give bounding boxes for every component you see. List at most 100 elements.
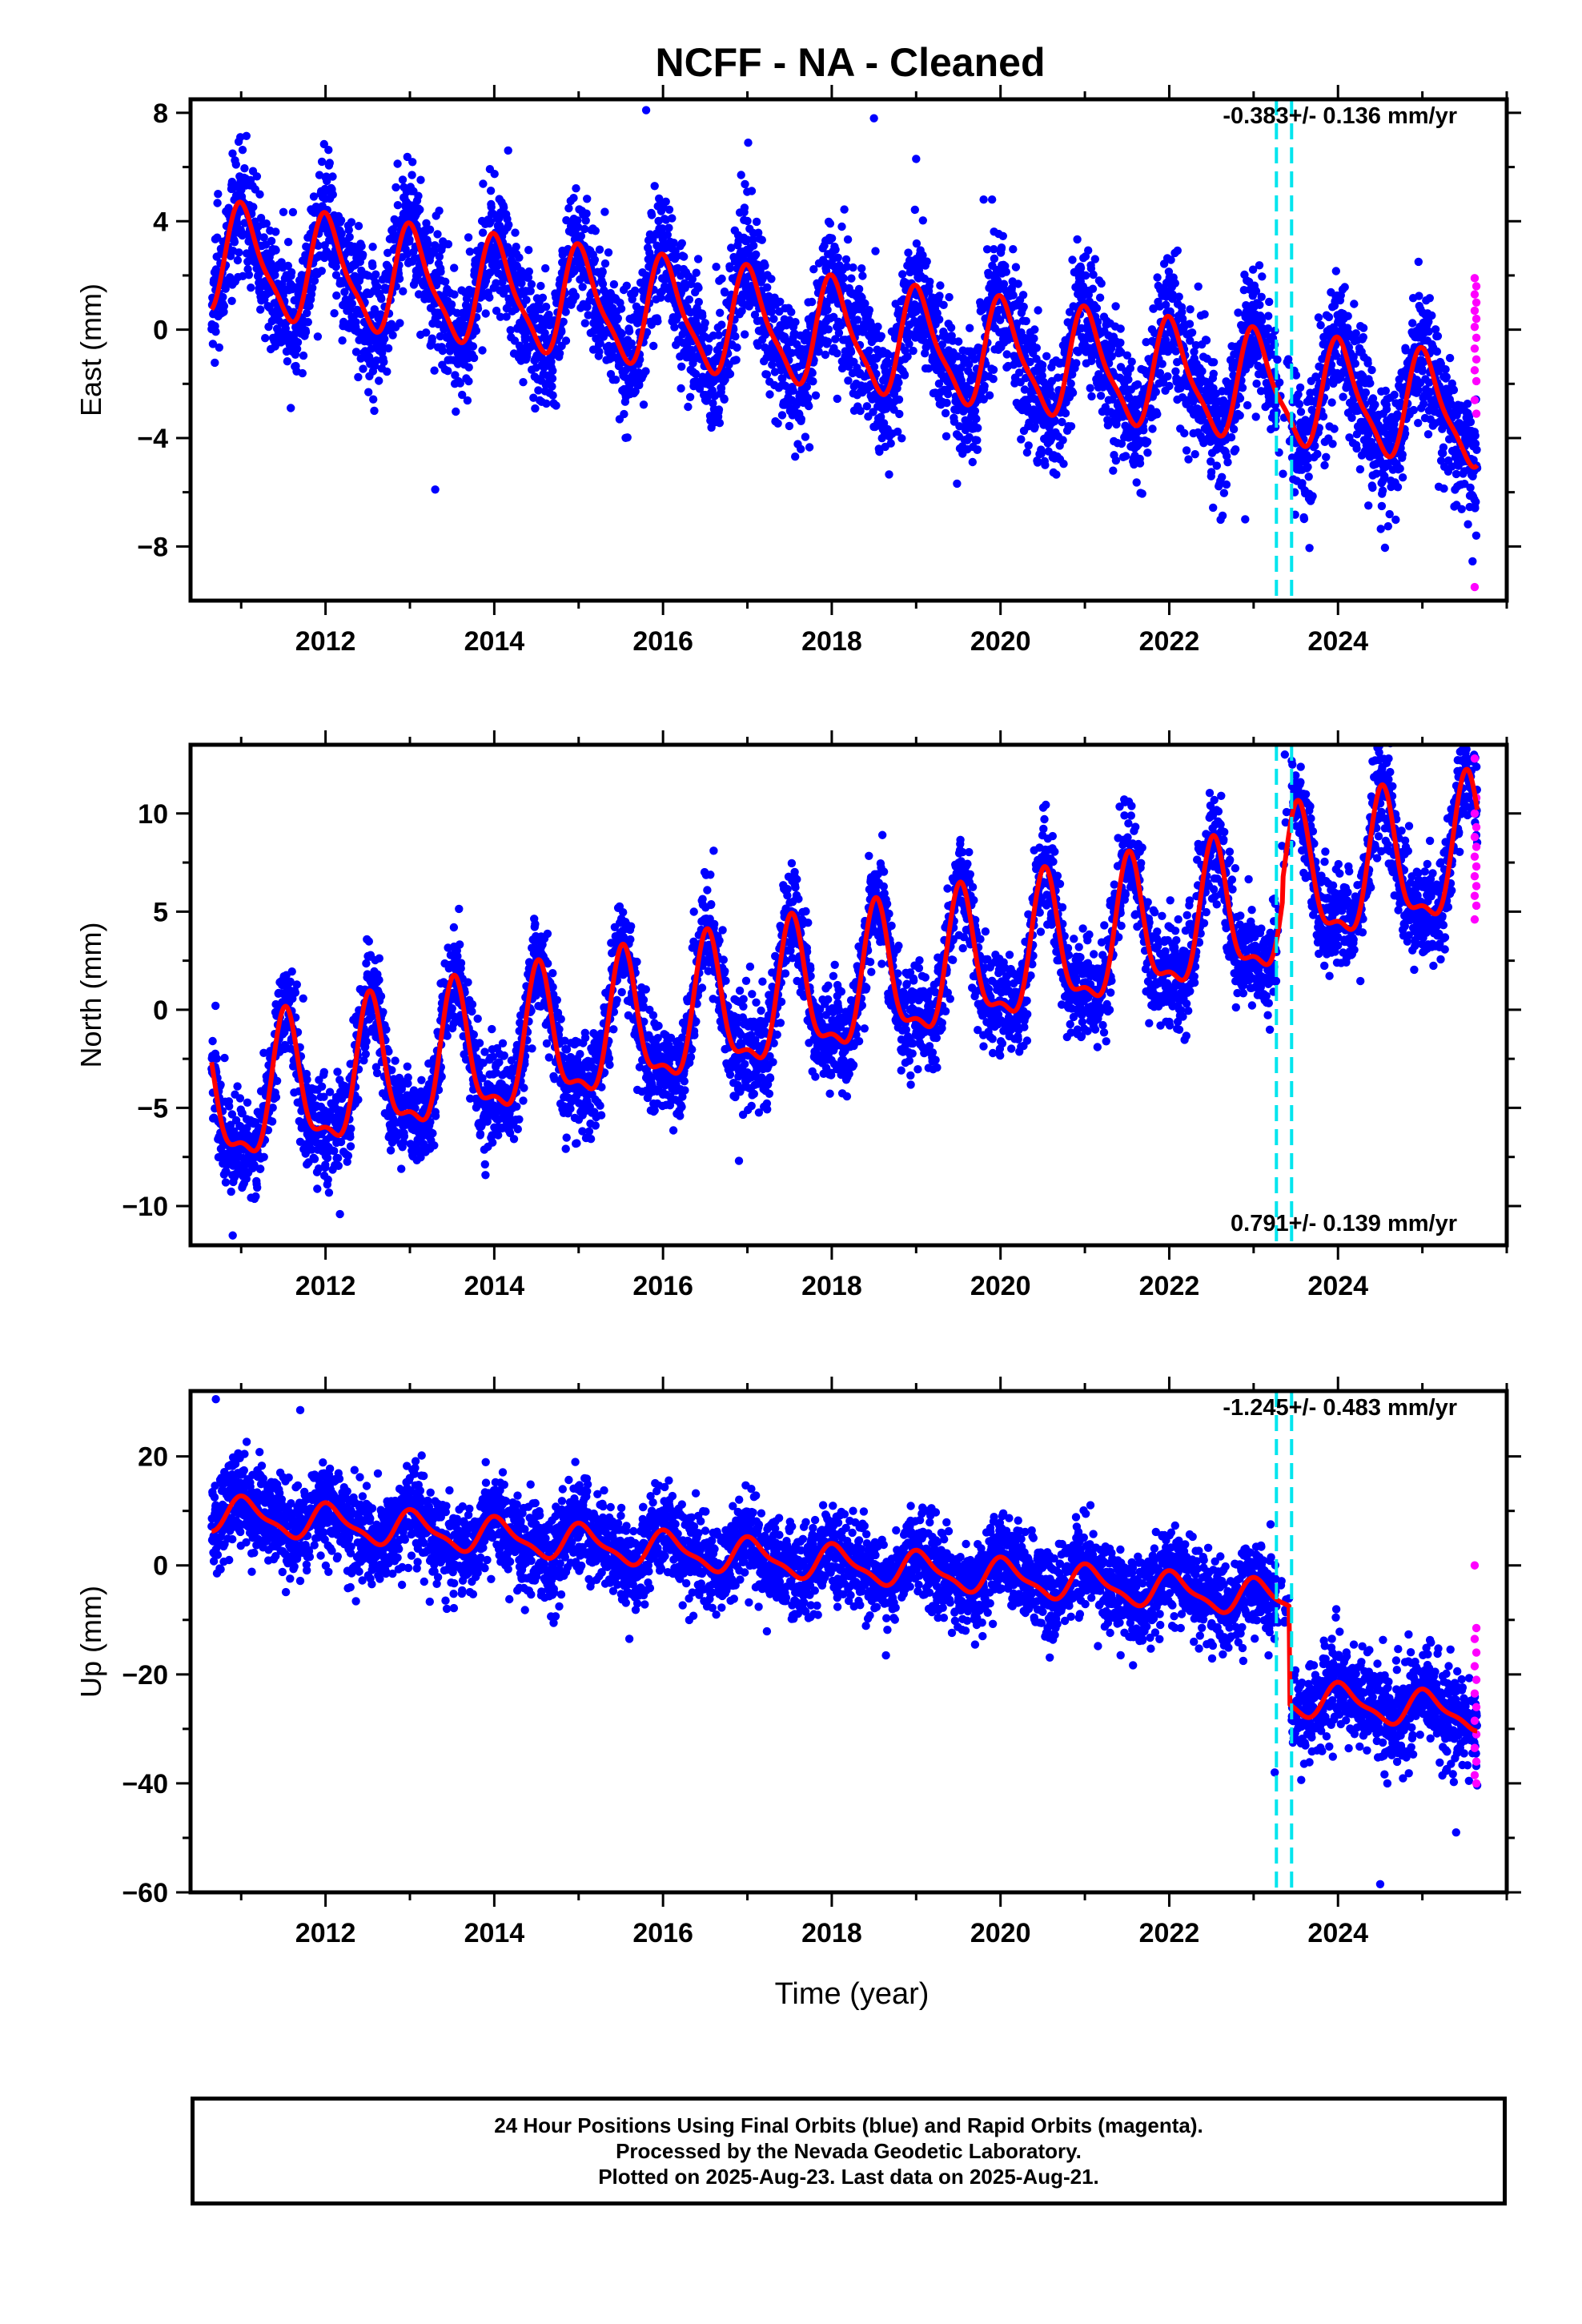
final-orbit-point: [1311, 372, 1321, 382]
final-orbit-point: [393, 159, 402, 168]
final-orbit-point: [1015, 368, 1024, 377]
final-orbit-point: [314, 241, 323, 250]
final-orbit-point: [1423, 430, 1433, 439]
final-orbit-point: [1398, 473, 1407, 482]
final-orbit-point: [1414, 385, 1423, 395]
final-orbit-point: [791, 318, 800, 327]
final-orbit-point: [534, 386, 543, 395]
final-orbit-point: [1153, 410, 1162, 419]
final-orbit-point: [740, 203, 749, 212]
final-orbit-point: [839, 274, 848, 283]
final-orbit-point: [283, 238, 293, 247]
final-orbit-point: [1257, 292, 1266, 301]
final-orbit-point: [574, 223, 583, 231]
final-orbit-point: [1186, 336, 1195, 345]
final-orbit-point: [249, 203, 258, 211]
final-orbit-point: [522, 296, 531, 304]
final-orbit-point: [519, 378, 528, 387]
final-orbit-point: [1418, 367, 1427, 376]
final-orbit-point: [1185, 320, 1195, 328]
final-orbit-point: [1050, 416, 1059, 425]
final-orbit-point: [351, 348, 361, 356]
final-orbit-point: [451, 371, 460, 380]
final-orbit-point: [303, 308, 311, 318]
final-orbit-point: [737, 171, 745, 179]
final-orbit-point: [1017, 435, 1026, 444]
final-orbit-point: [1242, 301, 1251, 310]
final-orbit-point: [1116, 338, 1125, 348]
final-orbit-point: [1038, 360, 1047, 370]
final-orbit-point: [393, 201, 403, 210]
final-orbit-point: [227, 296, 236, 305]
final-orbit-point: [1327, 398, 1336, 407]
final-orbit-point: [665, 205, 674, 214]
final-orbit-point: [865, 306, 874, 315]
final-orbit-point: [548, 382, 556, 391]
final-orbit-point: [879, 419, 889, 428]
final-orbit-point: [331, 271, 341, 279]
final-orbit-point: [761, 261, 769, 270]
final-orbit-point: [1092, 304, 1102, 312]
final-orbit-point: [416, 205, 424, 214]
final-orbit-point: [279, 207, 288, 216]
final-orbit-point: [1424, 317, 1433, 326]
final-orbit-point: [1180, 428, 1189, 438]
final-orbit-point: [1127, 357, 1136, 366]
final-orbit-point: [847, 274, 856, 283]
final-orbit-point: [998, 231, 1008, 240]
final-orbit-point: [1168, 290, 1177, 299]
final-orbit-point: [271, 342, 279, 351]
final-orbit-point: [1182, 446, 1191, 455]
final-orbit-point: [351, 318, 360, 327]
final-orbit-point: [336, 216, 346, 225]
final-orbit-point: [814, 348, 823, 356]
final-orbit-point: [1316, 320, 1325, 330]
final-orbit-point: [1363, 359, 1372, 368]
final-orbit-point: [1377, 501, 1387, 511]
final-orbit-point: [649, 341, 658, 351]
final-orbit-point: [717, 384, 726, 392]
final-orbit-point: [918, 251, 927, 259]
final-orbit-point: [1218, 472, 1227, 481]
final-orbit-point: [570, 266, 579, 275]
final-orbit-point: [1427, 311, 1436, 320]
final-orbit-point: [1368, 483, 1377, 493]
final-orbit-point: [472, 326, 481, 336]
final-orbit-point: [1212, 461, 1222, 470]
final-orbit-point: [789, 386, 797, 395]
final-orbit-point: [616, 304, 626, 313]
final-orbit-point: [1328, 440, 1337, 448]
final-orbit-point: [1042, 352, 1051, 360]
final-orbit-point: [504, 146, 512, 155]
final-orbit-point: [912, 239, 921, 248]
final-orbit-point: [1030, 422, 1039, 432]
final-orbit-point: [395, 274, 404, 283]
final-orbit-point: [596, 339, 604, 348]
final-orbit-point: [1068, 388, 1078, 397]
final-orbit-point: [982, 245, 992, 254]
final-orbit-point: [895, 409, 904, 419]
final-orbit-point: [450, 263, 459, 272]
final-orbit-point: [753, 341, 763, 350]
final-orbit-point: [785, 421, 794, 431]
final-orbit-point: [797, 415, 805, 424]
final-orbit-point: [1222, 480, 1231, 489]
final-orbit-point: [1165, 381, 1174, 391]
final-orbit-point: [283, 357, 292, 366]
final-orbit-point: [1109, 466, 1118, 475]
final-orbit-point: [1007, 283, 1017, 293]
final-orbit-point: [422, 328, 431, 337]
final-orbit-point: [1258, 272, 1267, 281]
final-orbit-point: [580, 319, 589, 328]
final-orbit-point: [865, 346, 873, 355]
final-orbit-point: [801, 432, 810, 441]
final-orbit-point: [408, 171, 416, 179]
final-orbit-point: [631, 387, 640, 396]
final-orbit-point: [669, 239, 678, 247]
final-orbit-point: [271, 246, 280, 255]
final-orbit-point: [1331, 352, 1341, 360]
final-orbit-point: [211, 358, 219, 368]
final-orbit-point: [373, 283, 382, 292]
final-orbit-point: [1052, 470, 1061, 479]
final-orbit-point: [1254, 352, 1263, 360]
